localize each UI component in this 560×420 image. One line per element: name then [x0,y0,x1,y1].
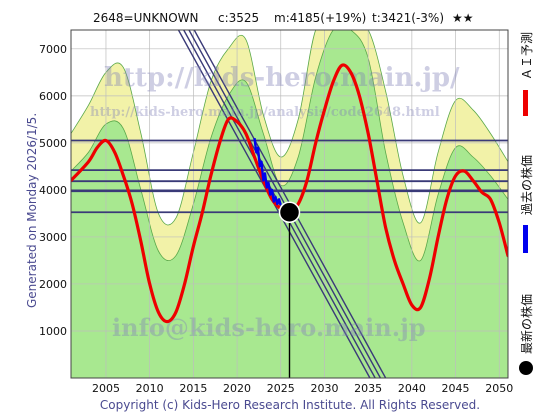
y-tick-6000: 6000 [39,90,67,103]
legend: ＡＩ予測 過去の株価 最新の株価 [519,32,534,375]
latest-price-marker [278,201,301,223]
legend-label-ai-forecast: ＡＩ予測 [520,32,534,80]
legend-swatch-ai-forecast [523,90,528,116]
x-tick-2025: 2025 [267,382,295,395]
watermark-main: http://kids-hero.main.jp/ [104,63,460,93]
x-tick-2040: 2040 [398,382,426,395]
x-axis-ticks: 2005 2010 2015 2020 2025 2030 2035 2040 2045 2050 [92,382,513,395]
x-tick-2010: 2010 [136,382,164,395]
y-tick-7000: 7000 [39,43,67,56]
header-code: 2648=UNKNOWN [93,11,199,25]
history-price-line [253,138,282,206]
watermark-mail: info@kids-hero.main.jp [112,313,426,342]
x-tick-2015: 2015 [179,382,207,395]
legend-swatch-history [523,225,528,253]
x-tick-2020: 2020 [223,382,251,395]
legend-label-latest: 最新の株価 [519,294,534,354]
x-tick-2035: 2035 [354,382,382,395]
x-tick-2030: 2030 [310,382,338,395]
header-stars: ★★ [452,11,474,25]
y-tick-4000: 4000 [39,184,67,197]
horizontal-levels [71,139,508,214]
y-axis-ticks: 1000 2000 3000 4000 5000 6000 7000 [39,43,67,338]
plot-frame [70,29,509,379]
y-tick-2000: 2000 [39,278,67,291]
y-tick-3000: 3000 [39,231,67,244]
x-tick-2005: 2005 [92,382,120,395]
legend-label-history: 過去の株価 [519,155,534,215]
legend-item-ai-forecast: ＡＩ予測 [520,32,534,116]
header-max: m:4185(+19%) [274,11,366,25]
legend-item-latest: 最新の株価 [519,294,534,375]
legend-dot-latest [519,361,533,375]
x-tick-2050: 2050 [485,382,513,395]
header-current: c:3525 [218,11,259,25]
y-tick-1000: 1000 [39,325,67,338]
header-target: t:3421(-3%) [372,11,444,25]
copyright: Copyright (c) Kids-Hero Research Institu… [100,398,480,412]
generated-label: Generated on Monday 2026/1/5. [25,113,39,308]
y-tick-5000: 5000 [39,137,67,150]
legend-item-history: 過去の株価 [519,155,534,253]
x-tick-2045: 2045 [442,382,470,395]
watermark-sub: http://kids-hero.main.jp/analysis/code26… [90,105,440,120]
